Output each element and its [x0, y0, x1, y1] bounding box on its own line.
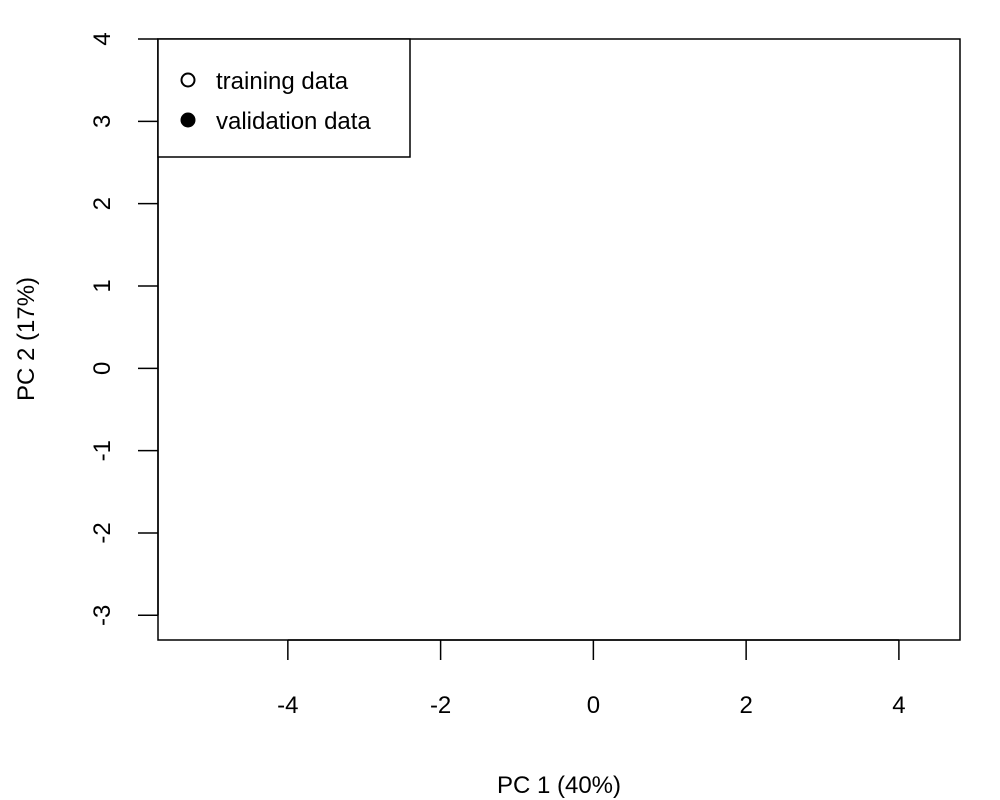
x-axis-title: PC 1 (40%): [497, 772, 621, 799]
x-tick-label: 2: [739, 692, 752, 719]
x-tick-label: -4: [277, 692, 298, 719]
plot-frame: [157, 38, 961, 641]
legend-marker-training-open-circle: [180, 72, 196, 88]
x-axis: -4 -2 0 2 4: [277, 639, 906, 719]
x-tick-label: 0: [587, 692, 600, 719]
legend-label-validation: validation data: [216, 108, 371, 135]
y-tick-label: 3: [89, 115, 116, 128]
y-tick-label: -3: [89, 605, 116, 626]
y-tick-label: 0: [89, 362, 116, 375]
legend-label-training: training data: [216, 68, 349, 95]
x-tick-label: -2: [430, 692, 451, 719]
y-tick-label: 1: [89, 279, 116, 292]
legend-box: [157, 38, 411, 158]
legend-marker-validation-filled-circle: [180, 112, 196, 128]
legend: training data validation data: [157, 38, 411, 158]
y-tick-label: 4: [89, 32, 116, 45]
y-tick-label: 2: [89, 197, 116, 210]
x-tick-label: 4: [892, 692, 905, 719]
y-tick-label: -2: [89, 522, 116, 543]
y-axis-title: PC 2 (17%): [13, 277, 40, 401]
y-tick-label: -1: [89, 440, 116, 461]
